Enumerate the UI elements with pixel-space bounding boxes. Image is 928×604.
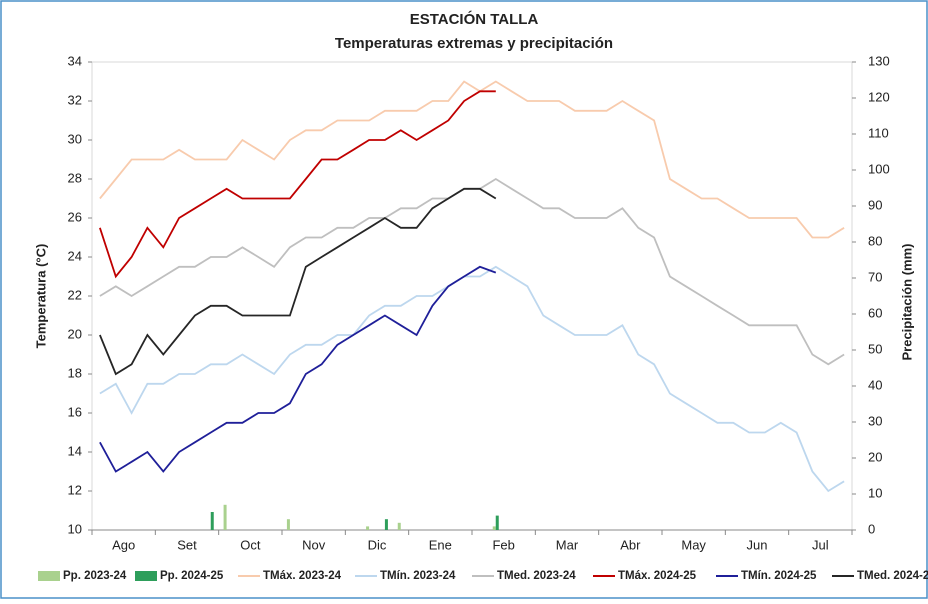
x-tick-label: May	[681, 537, 706, 552]
chart-subtitle: Temperaturas extremas y precipitación	[335, 35, 613, 52]
y2-tick-label: 60	[868, 305, 882, 320]
y-tick-label: 34	[68, 53, 82, 68]
y2-tick-label: 10	[868, 485, 882, 500]
y2-tick-label: 40	[868, 377, 882, 392]
y2-tick-label: 80	[868, 233, 882, 248]
legend-label: TMed. 2023-24	[497, 570, 576, 582]
y-tick-label: 26	[68, 209, 82, 224]
precip-bar	[492, 526, 496, 530]
y-tick-label: 30	[68, 131, 82, 146]
x-tick-label: Ago	[112, 537, 135, 552]
precip-bar	[495, 515, 499, 530]
precip-bar	[384, 519, 388, 530]
y-tick-label: 22	[68, 287, 82, 302]
y2-tick-label: 0	[868, 521, 875, 536]
temp-line	[99, 265, 845, 493]
legend-label: TMed. 2024-25	[857, 570, 928, 582]
x-tick-label: Jul	[812, 537, 829, 552]
legend-label: TMín. 2024-25	[741, 570, 817, 582]
legend-swatch	[135, 571, 157, 581]
legend-swatch	[38, 571, 60, 581]
y-tick-label: 16	[68, 404, 82, 419]
y2-tick-label: 70	[868, 269, 882, 284]
y-tick-label: 12	[68, 482, 82, 497]
y2-tick-label: 110	[868, 125, 889, 140]
precip-bar	[286, 519, 290, 530]
precip-bar	[210, 512, 214, 530]
x-tick-label: Nov	[302, 537, 326, 552]
x-tick-label: Jun	[747, 537, 768, 552]
y2-tick-label: 50	[868, 341, 882, 356]
y-tick-label: 20	[68, 326, 82, 341]
x-tick-label: Ene	[429, 537, 452, 552]
y-tick-label: 10	[68, 521, 82, 536]
chart-title: ESTACIÓN TALLA	[410, 10, 539, 28]
precip-bar	[397, 522, 401, 530]
temp-line	[99, 187, 497, 376]
y2-axis-title: Precipitación (mm)	[899, 243, 914, 360]
legend-label: TMáx. 2024-25	[618, 570, 697, 582]
y-tick-label: 24	[68, 248, 82, 263]
legend-label: Pp. 2023-24	[63, 570, 127, 582]
legend-label: TMáx. 2023-24	[263, 570, 342, 582]
x-tick-label: Dic	[368, 537, 387, 552]
y2-tick-label: 90	[868, 197, 882, 212]
legend-label: Pp. 2024-25	[160, 570, 224, 582]
x-tick-label: Abr	[620, 537, 641, 552]
y-axis-title: Temperatura (°C)	[33, 244, 48, 349]
y2-tick-label: 100	[868, 161, 890, 176]
y2-tick-label: 30	[868, 413, 882, 428]
temp-line	[99, 90, 496, 279]
precip-bar	[223, 504, 227, 530]
x-tick-label: Set	[177, 537, 197, 552]
y-tick-label: 18	[68, 365, 82, 380]
y-tick-label: 28	[68, 170, 82, 185]
y2-tick-label: 20	[868, 449, 882, 464]
temp-line	[99, 265, 497, 473]
precip-bar	[366, 526, 370, 530]
y2-tick-label: 130	[868, 53, 890, 68]
x-tick-label: Feb	[492, 537, 514, 552]
x-tick-label: Mar	[556, 537, 579, 552]
legend-label: TMín. 2023-24	[380, 570, 456, 582]
y-tick-label: 14	[68, 443, 82, 458]
x-tick-label: Oct	[240, 537, 261, 552]
temp-line	[99, 80, 845, 239]
y2-tick-label: 120	[868, 89, 890, 104]
y-tick-label: 32	[68, 92, 82, 107]
